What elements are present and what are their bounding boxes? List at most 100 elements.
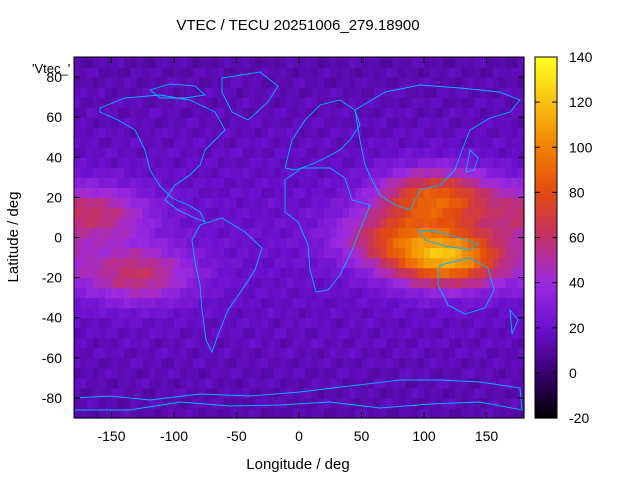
- heat-cell: [411, 137, 419, 148]
- colorbar-segment: [535, 237, 557, 242]
- heat-cell: [486, 347, 494, 359]
- heat-cell: [192, 247, 200, 259]
- heat-cell: [211, 327, 219, 339]
- heat-cell: [367, 197, 375, 209]
- heat-cell: [511, 107, 519, 118]
- heat-cell: [349, 397, 356, 409]
- heat-cell: [480, 207, 488, 219]
- heat-cell: [249, 277, 256, 289]
- heat-cell: [430, 407, 438, 419]
- heat-cell: [111, 227, 119, 239]
- heat-cell: [117, 287, 125, 299]
- heat-cell: [217, 377, 225, 389]
- heat-cell: [205, 227, 213, 239]
- heat-cell: [217, 67, 225, 78]
- heat-cell: [130, 317, 138, 329]
- heat-cell: [324, 187, 331, 198]
- heat-cell: [255, 387, 263, 399]
- heat-cell: [430, 247, 438, 259]
- heat-cell: [186, 147, 194, 158]
- heat-cell: [274, 217, 281, 229]
- heat-cell: [424, 77, 431, 88]
- heat-cell: [417, 87, 425, 98]
- heat-cell: [399, 67, 406, 78]
- colorbar-tick-label: -20: [569, 410, 589, 426]
- chart-title: VTEC / TECU 20251006_279.18900: [176, 17, 420, 34]
- heat-cell: [455, 217, 463, 229]
- heat-cell: [174, 397, 181, 409]
- heat-cell: [130, 157, 138, 168]
- heat-cell: [349, 277, 356, 289]
- heat-cell: [80, 117, 88, 128]
- heat-cell: [211, 317, 219, 329]
- heat-cell: [486, 107, 494, 118]
- heat-cell: [230, 217, 238, 229]
- heat-cell: [124, 257, 131, 269]
- heat-cell: [80, 377, 88, 389]
- heat-cell: [492, 147, 500, 158]
- heat-cell: [261, 297, 269, 309]
- heat-cell: [142, 347, 150, 359]
- heat-cell: [392, 137, 400, 148]
- heat-cell: [380, 97, 388, 108]
- heat-cell: [286, 117, 294, 128]
- heat-cell: [349, 117, 356, 128]
- heat-cell: [324, 117, 331, 128]
- colorbar-segment: [535, 303, 557, 308]
- heat-cell: [399, 347, 406, 359]
- heat-cell: [492, 227, 500, 239]
- heat-cell: [105, 367, 113, 379]
- heat-cell: [111, 217, 119, 229]
- heat-cell: [242, 127, 250, 138]
- heat-cell: [174, 117, 181, 128]
- heat-cell: [505, 387, 513, 399]
- heat-cell: [261, 267, 269, 279]
- x-tick-label: 0: [295, 428, 303, 444]
- heat-cell: [392, 97, 400, 108]
- heat-cell: [255, 297, 263, 309]
- heat-cell: [442, 297, 450, 309]
- heat-cell: [249, 77, 256, 88]
- heat-cell: [436, 187, 444, 198]
- heat-cell: [417, 267, 425, 279]
- heat-cell: [399, 197, 406, 209]
- heat-cell: [442, 307, 450, 319]
- heat-cell: [492, 187, 500, 198]
- heat-cell: [174, 337, 181, 349]
- heat-cell: [186, 217, 194, 229]
- heat-cell: [367, 67, 375, 78]
- heat-cell: [242, 57, 250, 68]
- heat-cell: [86, 207, 94, 219]
- heat-cell: [349, 337, 356, 349]
- heat-cell: [405, 247, 413, 259]
- heat-cell: [186, 257, 194, 269]
- heat-cell: [399, 387, 406, 399]
- heat-cell: [474, 97, 481, 108]
- heat-cell: [317, 257, 325, 269]
- heat-cell: [236, 197, 244, 209]
- heat-cell: [92, 67, 100, 78]
- heat-cell: [186, 157, 194, 168]
- heat-cell: [480, 337, 488, 349]
- heat-cell: [492, 327, 500, 339]
- heat-cell: [136, 257, 144, 269]
- heat-cell: [199, 77, 206, 88]
- heat-cell: [211, 387, 219, 399]
- heat-cell: [255, 97, 263, 108]
- heat-cell: [455, 347, 463, 359]
- heat-cell: [455, 197, 463, 209]
- heat-cell: [86, 197, 94, 209]
- heat-cell: [455, 117, 463, 128]
- heat-cell: [305, 157, 313, 168]
- heat-cell: [405, 227, 413, 239]
- colorbar-segment: [535, 297, 557, 302]
- heat-cell: [505, 77, 513, 88]
- heat-cell: [205, 347, 213, 359]
- heat-cell: [124, 317, 131, 329]
- heat-cell: [130, 277, 138, 289]
- heat-cell: [167, 247, 175, 259]
- heat-cell: [355, 177, 363, 188]
- heat-cell: [342, 207, 350, 219]
- heat-cell: [130, 377, 138, 389]
- heat-cell: [505, 97, 513, 108]
